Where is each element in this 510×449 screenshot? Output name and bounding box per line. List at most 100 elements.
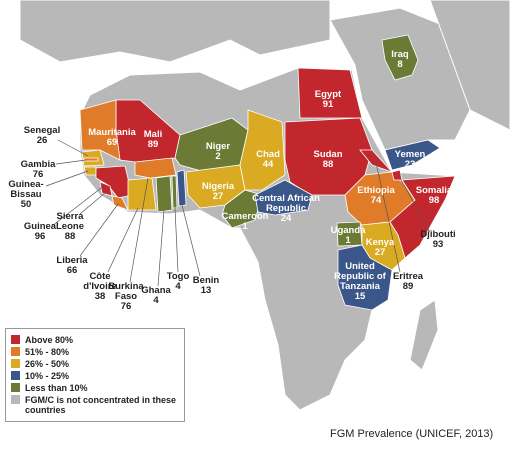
leader-line <box>45 170 89 187</box>
country-label: Yemen 23 <box>390 150 430 170</box>
country-name: Djibouti <box>420 229 456 240</box>
leader-line <box>157 209 165 287</box>
country-label: Mauritania 69 <box>82 128 142 148</box>
country-name: Chad <box>256 149 280 160</box>
country-value: 91 <box>322 99 334 110</box>
country-name: Central African Republic <box>252 193 320 214</box>
leader-line <box>55 159 87 165</box>
legend-label: FGM/C is not concentrated in these count… <box>25 395 177 415</box>
country-label: Gambia 76 <box>13 160 63 180</box>
country-name: Togo <box>166 271 190 282</box>
leader-line <box>374 157 401 273</box>
country-label: Central African Republic 24 <box>241 194 331 224</box>
country-value: 76 <box>120 301 132 312</box>
country-name: Iraq <box>391 49 409 60</box>
country-name: Senegal <box>23 125 61 136</box>
country-value: 2 <box>215 151 221 162</box>
country-value: 88 <box>322 159 334 170</box>
country-label: Cameroon 1 <box>218 212 273 232</box>
country-value: 88 <box>64 231 76 242</box>
country-name: Burkina Faso <box>108 281 144 302</box>
country <box>134 157 177 179</box>
country-label: Sudan 88 <box>303 150 353 170</box>
legend-swatch <box>11 347 20 356</box>
country-label: Chad 44 <box>248 150 288 170</box>
land-madagascar <box>409 299 439 371</box>
country-value: 69 <box>106 137 118 148</box>
country-name: Sudan <box>313 149 343 160</box>
country-label: Djibouti 93 <box>418 230 458 250</box>
legend-item: FGM/C is not concentrated in these count… <box>11 395 179 415</box>
country-value: 38 <box>94 291 106 302</box>
country <box>176 169 187 207</box>
country-name: Mali <box>143 129 163 140</box>
country-name: Benin <box>192 275 220 286</box>
country-value: 76 <box>32 169 44 180</box>
country-label: Ethiopia 74 <box>351 186 401 206</box>
country <box>391 169 403 181</box>
country-value: 89 <box>147 139 159 150</box>
country-value: 66 <box>66 265 78 276</box>
caption: FGM Prevalence (UNICEF, 2013) <box>330 428 494 440</box>
country-label: Somalia 98 <box>409 186 459 206</box>
legend-item: Above 80% <box>11 335 179 345</box>
legend-item: 51% - 80% <box>11 347 179 357</box>
country-name: Gambia <box>20 159 56 170</box>
country <box>384 139 441 171</box>
country-value: 26 <box>36 135 48 146</box>
country-label: Sierra Leone 88 <box>50 212 90 242</box>
legend-label: 26% - 50% <box>25 359 70 369</box>
country-name: Mauritania <box>88 127 136 138</box>
leader-line <box>79 191 107 215</box>
country-name: Yemen <box>394 149 426 160</box>
country <box>171 175 178 209</box>
country-name: Somalia <box>415 185 453 196</box>
legend: Above 80% 51% - 80% 26% - 50% 10% - 25% Less… <box>5 328 185 422</box>
country-value: 74 <box>370 195 382 206</box>
country-name: Eritrea <box>392 271 424 282</box>
country-value: 1 <box>345 235 351 246</box>
country <box>127 177 157 211</box>
country-label: Eritrea 89 <box>388 272 428 292</box>
leader-line <box>129 177 149 283</box>
country-value: 4 <box>153 295 159 306</box>
country-label: Niger 2 <box>198 142 238 162</box>
country-label: Benin 13 <box>189 276 223 296</box>
country-name: United Republic of Tanzania <box>334 261 386 292</box>
leader-line <box>399 177 431 233</box>
country-value: 98 <box>428 195 440 206</box>
leader-line <box>57 139 89 157</box>
country-name: Ghana <box>141 285 171 296</box>
country <box>83 166 97 176</box>
country-value: 27 <box>212 191 224 202</box>
country <box>83 157 99 162</box>
legend-label: Above 80% <box>25 335 74 345</box>
land-europe <box>19 0 331 63</box>
country-label: Mali 89 <box>133 130 173 150</box>
country-label: Iraq 8 <box>385 50 415 70</box>
leader-line <box>51 184 106 227</box>
legend-item: 26% - 50% <box>11 359 179 369</box>
country <box>155 175 173 213</box>
country-label: Egypt 91 <box>303 90 353 110</box>
legend-item: 10% - 25% <box>11 371 179 381</box>
country <box>254 179 313 216</box>
country-label: Liberia 66 <box>52 256 92 276</box>
legend-swatch <box>11 359 20 368</box>
country-label: Côte d'Ivoire 38 <box>75 272 125 302</box>
country-name: Cameroon <box>221 211 269 222</box>
country-name: Egypt <box>314 89 342 100</box>
country-name: Guinea-Bissau <box>8 179 44 200</box>
leader-line <box>181 204 201 277</box>
legend-swatch <box>11 395 20 404</box>
country-label: Guinea 96 <box>20 222 60 242</box>
country-value: 23 <box>404 159 416 170</box>
country-value: 15 <box>354 291 366 302</box>
land-asia <box>429 0 510 131</box>
leader-line <box>79 203 119 257</box>
legend-swatch <box>11 383 20 392</box>
country-name: Nigeria <box>201 181 235 192</box>
country-name: Liberia <box>56 255 88 266</box>
country-label: Kenya 27 <box>360 238 400 258</box>
